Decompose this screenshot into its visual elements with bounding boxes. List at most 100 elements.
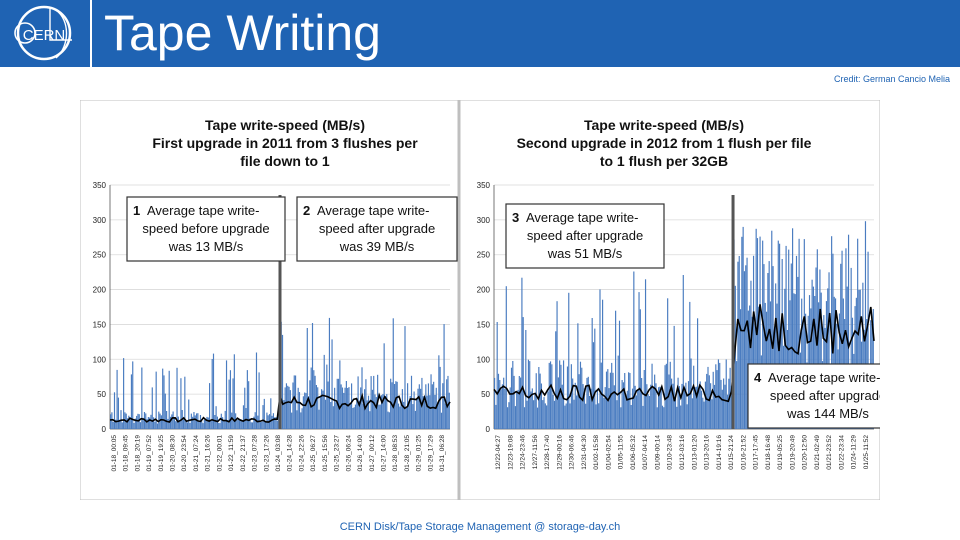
speed-bar — [736, 361, 738, 429]
speed-bar — [803, 239, 805, 429]
speed-bar — [274, 417, 276, 429]
x-tick-label: 01-27_00:12 — [369, 435, 376, 472]
x-tick-label: 01-23_07:28 — [252, 435, 259, 472]
speed-bar — [425, 384, 427, 429]
speed-bar — [674, 396, 677, 429]
speed-bar — [814, 296, 816, 429]
speed-bar — [258, 372, 260, 429]
x-tick-label: 01/18-16:48 — [765, 435, 772, 470]
speed-bar — [691, 398, 693, 429]
speed-bar — [339, 360, 341, 429]
speed-bar — [201, 421, 203, 429]
speed-bar — [562, 360, 565, 429]
speed-bar — [152, 417, 155, 429]
speed-bar — [693, 365, 695, 429]
speed-bar — [440, 412, 443, 429]
speed-bar — [820, 292, 822, 429]
speed-bar — [218, 422, 220, 429]
speed-bar — [540, 383, 543, 429]
speed-bar — [828, 272, 830, 429]
y-tick-label: 50 — [97, 390, 106, 399]
speed-bar — [855, 297, 857, 429]
x-tick-label: 12/23-19:08 — [507, 435, 514, 470]
x-tick-label: 01-29_17:29 — [427, 435, 434, 472]
speed-bar — [516, 392, 518, 429]
speed-bar — [330, 402, 332, 429]
speed-bar — [198, 421, 200, 429]
x-tick-label: 01-26_06:24 — [345, 435, 352, 472]
speed-bar — [133, 423, 135, 429]
speed-bar — [648, 396, 651, 429]
speed-bar — [721, 389, 723, 429]
chart-title-line: Tape write-speed (MB/s) — [205, 117, 365, 133]
speed-bar — [434, 394, 436, 429]
speed-bar — [510, 367, 513, 429]
speed-bar — [725, 359, 727, 429]
speed-bar — [248, 381, 250, 429]
speed-bar — [328, 317, 331, 429]
speed-bar — [559, 360, 561, 429]
speed-bar — [438, 355, 440, 429]
x-tick-label: 01/22-23:34 — [838, 435, 845, 470]
speed-bar — [677, 377, 679, 429]
speed-bar — [504, 389, 506, 429]
speed-bar — [859, 289, 861, 429]
speed-bar — [266, 412, 268, 429]
speed-bar — [501, 384, 503, 429]
speed-bar — [734, 285, 736, 429]
speed-bar — [712, 371, 714, 429]
speed-bar — [579, 361, 582, 429]
speed-bar — [291, 412, 293, 429]
x-tick-label: 12/24-23:46 — [520, 435, 527, 470]
speed-bar — [695, 386, 697, 429]
speed-bar — [414, 410, 416, 429]
speed-bar — [514, 406, 516, 429]
speed-bar — [513, 375, 515, 429]
speed-bar — [369, 411, 371, 429]
speed-bar — [668, 374, 670, 429]
x-tick-label: 01-24_14:28 — [287, 435, 294, 472]
speed-bar — [172, 411, 174, 429]
speed-bar — [220, 413, 222, 429]
annotation-text: Average tape write- — [768, 370, 880, 385]
speed-bar — [616, 400, 618, 429]
speed-bar — [518, 376, 520, 429]
speed-bar — [367, 395, 370, 429]
speed-bar — [517, 389, 519, 429]
speed-bar — [590, 388, 592, 429]
speed-bar — [319, 396, 321, 429]
speed-bar — [353, 407, 355, 429]
speed-bar — [572, 378, 574, 429]
speed-bar — [738, 256, 740, 429]
speed-bar — [808, 295, 811, 429]
speed-bar — [306, 328, 308, 429]
speed-bar — [551, 364, 553, 429]
speed-bar — [177, 416, 179, 429]
speed-bar — [603, 397, 605, 429]
speed-bar — [397, 403, 400, 429]
speed-bar — [370, 376, 372, 429]
speed-bar — [552, 394, 554, 429]
speed-bar — [159, 413, 161, 429]
speed-bar — [812, 286, 815, 429]
speed-bar — [682, 275, 684, 429]
speed-bar — [129, 417, 131, 429]
speed-bar — [410, 375, 413, 429]
chart-panel-1: Tape write-speed (MB/s) First upgrade in … — [93, 117, 458, 472]
speed-bar — [689, 301, 691, 429]
speed-bar — [699, 381, 701, 429]
speed-bar — [308, 396, 310, 429]
speed-bar — [496, 322, 498, 429]
speed-bar — [608, 388, 610, 429]
annotation-text: Average tape write- — [147, 203, 260, 218]
x-tick-label: 01-31_06:28 — [439, 435, 446, 472]
speed-bar — [436, 402, 439, 429]
speed-bar — [858, 289, 860, 429]
speed-bar — [618, 320, 621, 429]
speed-bar — [447, 375, 449, 429]
speed-bar — [508, 402, 510, 429]
speed-bar — [167, 418, 169, 429]
x-tick-label: 01-20_23:54 — [181, 435, 188, 472]
speed-bar — [156, 423, 159, 429]
speed-bar — [189, 423, 191, 429]
